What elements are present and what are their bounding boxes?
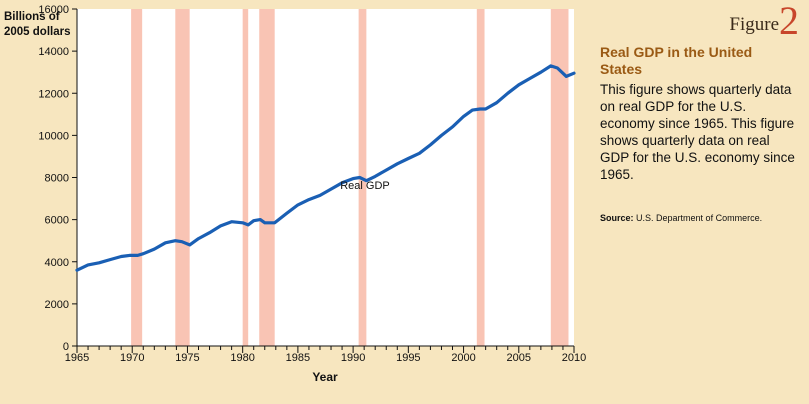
y-tick-label-10000: 10000 [38, 130, 69, 142]
recession-band-1 [175, 9, 190, 346]
source-label: Source: [600, 213, 634, 223]
recession-band-6 [550, 9, 569, 346]
recession-band-0 [131, 9, 143, 346]
y-tick-label-8000: 8000 [45, 173, 69, 185]
recession-band-5 [476, 9, 485, 346]
caption-panel: Figure2 Real GDP in the United States Th… [597, 0, 802, 404]
y-tick-label-16000: 16000 [38, 4, 69, 16]
chart-title: Real GDP in the United States [600, 44, 753, 77]
y-axis-label-line-2: 2005 dollars [4, 26, 70, 38]
y-tick-label-4000: 4000 [45, 257, 69, 269]
x-axis-label: Year [312, 370, 338, 384]
x-tick-label-2005: 2005 [507, 352, 531, 364]
axes: 0 2000 4000 6000 8000 10000 12000 14000 16000 196… [38, 4, 586, 364]
y-axis-label-line-1: Billions of [4, 11, 60, 23]
recession-band-2 [242, 9, 249, 346]
x-tick-label-1975: 1975 [175, 352, 199, 364]
y-tick-label-0: 0 [63, 341, 69, 353]
x-tick-label-1990: 1990 [341, 352, 365, 364]
y-tick-label-12000: 12000 [38, 88, 69, 100]
chart: 0 2000 4000 6000 8000 10000 12000 14000 16000 196… [4, 4, 586, 384]
series-layer [75, 64, 576, 272]
series-line-real-gdp [75, 64, 576, 272]
figure-label: Figure2 [707, 1, 799, 41]
figure-number: 2 [779, 0, 799, 43]
chart-source: Source: U.S. Department of Commerce. [600, 213, 800, 223]
x-tick-label-2000: 2000 [451, 352, 475, 364]
plot-area [77, 9, 574, 346]
y-tick-label-2000: 2000 [45, 299, 69, 311]
y-tick-label-14000: 14000 [38, 46, 69, 58]
x-tick-label-1970: 1970 [120, 352, 144, 364]
x-tick-label-2010: 2010 [562, 352, 586, 364]
recession-band-3 [259, 9, 275, 346]
x-tick-label-1995: 1995 [396, 352, 420, 364]
y-tick-label-6000: 6000 [45, 215, 69, 227]
series-annotation: Real GDP [340, 180, 390, 192]
recession-bands [77, 9, 574, 346]
x-tick-label-1980: 1980 [230, 352, 254, 364]
chart-description: This figure shows quarterly data on real… [600, 82, 795, 182]
source-text: U.S. Department of Commerce. [636, 213, 763, 223]
x-tick-label-1965: 1965 [65, 352, 89, 364]
figure-word: Figure [729, 14, 779, 35]
x-tick-label-1985: 1985 [286, 352, 310, 364]
